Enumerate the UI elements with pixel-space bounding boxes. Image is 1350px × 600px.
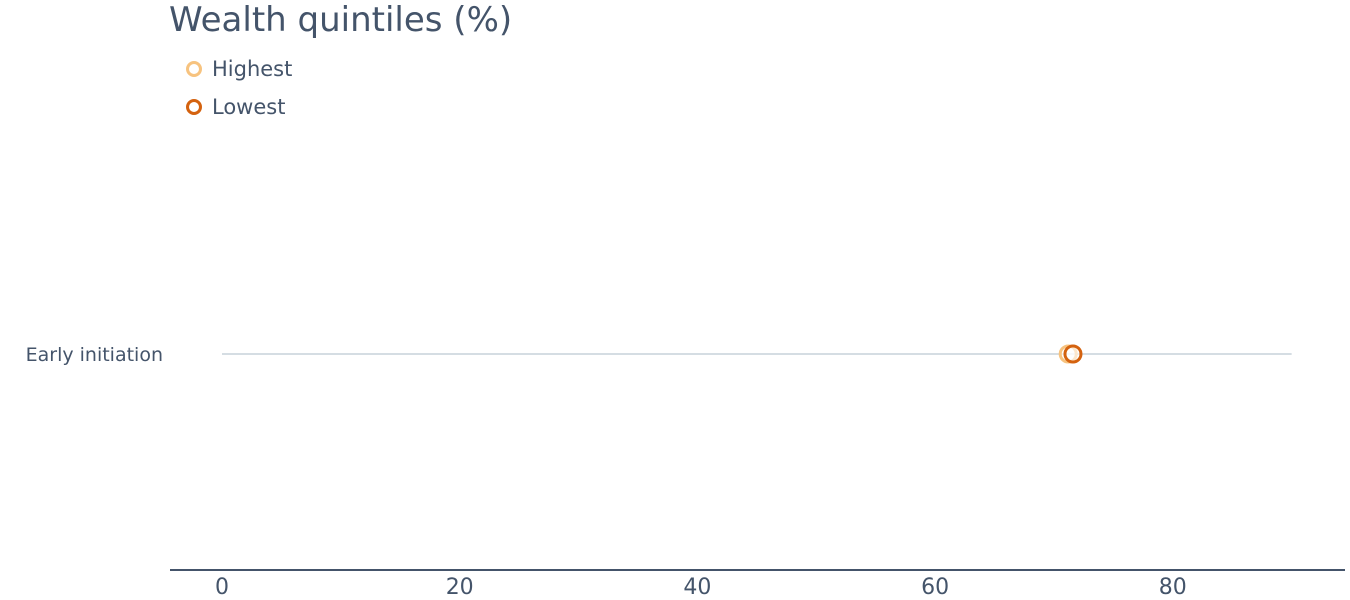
legend-marker-lowest xyxy=(186,99,202,115)
legend: Highest Lowest xyxy=(186,50,292,126)
data-points xyxy=(1058,344,1083,364)
chart-title: Wealth quintiles (%) xyxy=(169,0,513,40)
x-tick-label: 0 xyxy=(215,575,229,600)
x-axis-ticks: 0 20 40 60 80 xyxy=(215,575,1187,600)
x-tick-label: 20 xyxy=(446,575,474,600)
category-label: Early initiation xyxy=(26,344,163,366)
legend-label-lowest: Lowest xyxy=(212,95,286,119)
category-rows: Early initiation xyxy=(26,344,1292,366)
data-point-lowest[interactable] xyxy=(1063,344,1083,364)
x-tick-label: 40 xyxy=(683,575,711,600)
x-tick-label: 80 xyxy=(1159,575,1187,600)
legend-marker-highest xyxy=(186,61,202,77)
legend-item-lowest[interactable]: Lowest xyxy=(186,88,292,126)
x-tick-label: 60 xyxy=(921,575,949,600)
legend-item-highest[interactable]: Highest xyxy=(186,50,292,88)
legend-label-highest: Highest xyxy=(212,57,293,81)
